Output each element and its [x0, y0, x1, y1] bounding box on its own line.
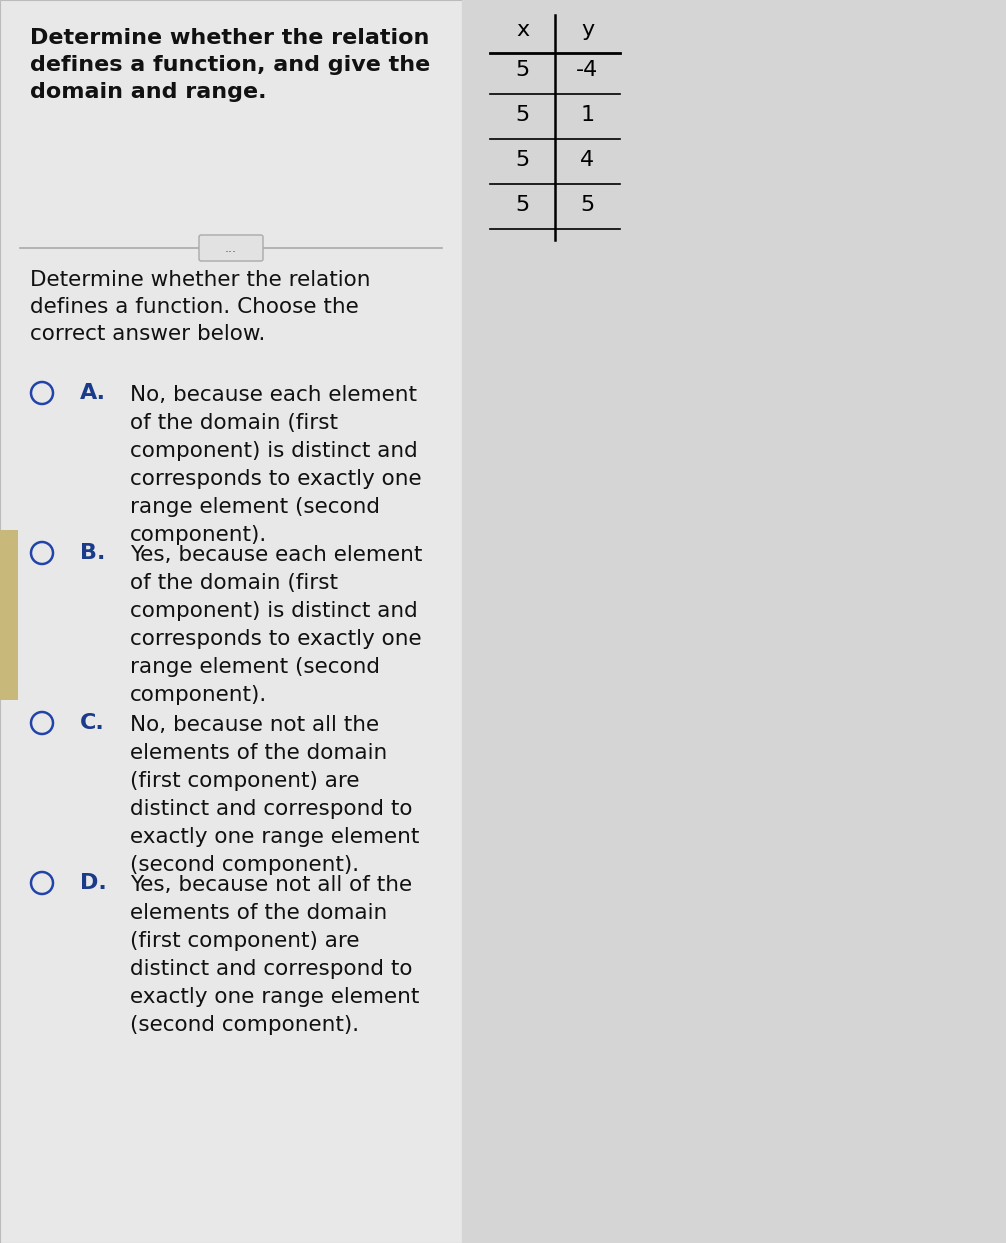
FancyBboxPatch shape	[0, 530, 18, 700]
Text: -4: -4	[576, 60, 599, 81]
Text: 5: 5	[515, 60, 529, 81]
Text: A.: A.	[80, 383, 106, 403]
Text: 5: 5	[515, 195, 529, 215]
Text: x: x	[516, 20, 529, 40]
Text: No, because not all the
elements of the domain
(first component) are
distinct an: No, because not all the elements of the …	[130, 715, 420, 875]
Text: Determine whether the relation
defines a function. Choose the
correct answer bel: Determine whether the relation defines a…	[30, 270, 370, 344]
Text: y: y	[580, 20, 595, 40]
FancyBboxPatch shape	[0, 0, 462, 1243]
Text: 4: 4	[580, 150, 595, 170]
Text: ...: ...	[225, 241, 237, 255]
FancyBboxPatch shape	[199, 235, 263, 261]
Text: Yes, because each element
of the domain (first
component) is distinct and
corres: Yes, because each element of the domain …	[130, 544, 423, 705]
Text: D.: D.	[80, 873, 107, 892]
Text: 1: 1	[580, 106, 595, 126]
Text: Determine whether the relation
defines a function, and give the
domain and range: Determine whether the relation defines a…	[30, 29, 431, 102]
Text: No, because each element
of the domain (first
component) is distinct and
corresp: No, because each element of the domain (…	[130, 385, 422, 544]
Text: Yes, because not all of the
elements of the domain
(first component) are
distinc: Yes, because not all of the elements of …	[130, 875, 420, 1035]
Text: 5: 5	[515, 106, 529, 126]
Text: 5: 5	[515, 150, 529, 170]
Text: B.: B.	[80, 543, 106, 563]
FancyBboxPatch shape	[462, 0, 1006, 1243]
Text: C.: C.	[80, 713, 105, 733]
Text: 5: 5	[580, 195, 595, 215]
